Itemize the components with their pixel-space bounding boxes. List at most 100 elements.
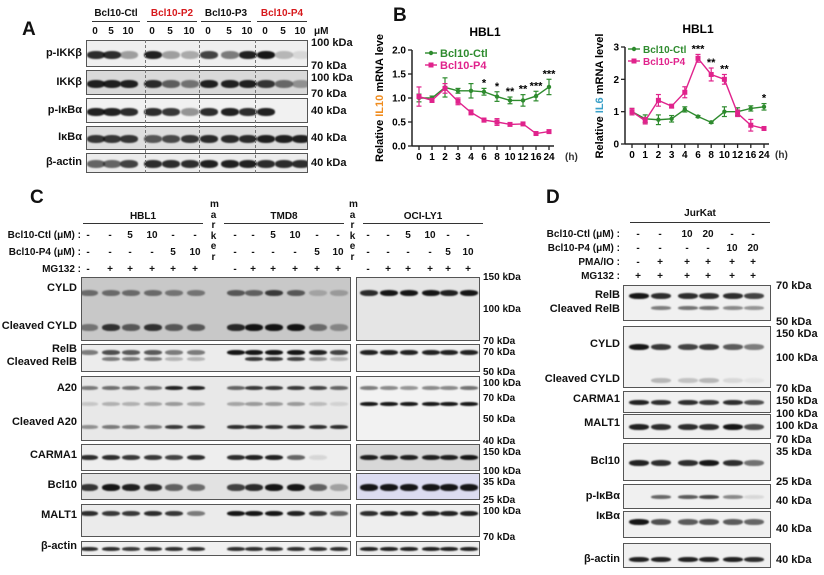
protein-band	[460, 511, 478, 516]
protein-band	[460, 484, 478, 491]
protein-band	[744, 344, 764, 350]
treatment-value: +	[705, 257, 711, 268]
x-tick-label: 1	[642, 150, 648, 161]
protein-band	[122, 350, 140, 355]
protein-band	[102, 511, 120, 516]
treatment-label: PMA/IO :	[578, 257, 620, 268]
y-tick-label: 1	[613, 107, 619, 118]
protein-band	[287, 455, 305, 460]
protein-band	[257, 107, 275, 116]
protein-band	[678, 424, 698, 430]
protein-band	[330, 290, 348, 296]
x-tick-label: 10	[719, 150, 731, 161]
data-point	[682, 107, 687, 112]
kda-marker: 70 kDa	[776, 434, 812, 446]
data-point	[695, 55, 701, 61]
data-point	[722, 109, 727, 114]
kda-marker: 70 kDa	[483, 336, 516, 347]
protein-band	[245, 425, 263, 429]
treatment-value: -	[336, 230, 340, 241]
treatment-value: -	[86, 247, 90, 258]
x-tick-label: 3	[669, 150, 675, 161]
protein-band	[678, 344, 698, 350]
kda-marker: 40 kDa	[776, 553, 812, 566]
blot-membrane	[356, 376, 480, 441]
panel-label-a: A	[22, 19, 36, 40]
x-tick-label: 12	[732, 150, 744, 161]
protein-band	[309, 402, 327, 406]
protein-band	[187, 484, 205, 491]
protein-band	[102, 425, 120, 429]
protein-band	[678, 306, 698, 310]
panel-label-b: B	[393, 5, 407, 26]
legend-label: Bcl10-Ctl	[440, 48, 488, 60]
protein-band	[227, 386, 245, 390]
protein-band	[744, 519, 764, 525]
row-label: β-actin	[583, 553, 620, 565]
treatment-value: +	[445, 264, 451, 275]
protein-band	[309, 350, 327, 355]
kda-marker: 100 kDa	[776, 420, 818, 432]
protein-band	[678, 400, 698, 405]
row-label: Cleaved A20	[11, 416, 77, 428]
blot-membrane	[623, 414, 771, 439]
protein-band	[744, 460, 764, 466]
y-tick-label: 3	[613, 43, 619, 54]
kda-marker: 70 kDa	[483, 392, 516, 404]
protein-band	[723, 495, 743, 499]
protein-band	[287, 511, 305, 516]
treatment-value: -	[86, 230, 90, 241]
protein-band	[330, 547, 348, 551]
blot-membrane	[623, 511, 771, 538]
data-point	[520, 121, 526, 127]
protein-band	[187, 386, 205, 390]
protein-band	[275, 135, 293, 143]
treatment-value: 10	[462, 247, 474, 258]
protein-band	[82, 402, 98, 406]
treatment-value: +	[684, 271, 690, 282]
treatment-value: +	[149, 264, 155, 275]
protein-band	[227, 511, 245, 516]
kda-marker: 150 kDa	[776, 395, 818, 407]
treatment-value: +	[292, 264, 298, 275]
protein-band	[245, 547, 263, 551]
protein-band	[287, 290, 305, 296]
blot-membrane	[623, 285, 771, 321]
group-header: Bcl10-P4	[260, 8, 304, 19]
protein-band	[245, 386, 263, 390]
x-tick-label: 8	[494, 152, 500, 163]
significance-marker: *	[495, 81, 500, 93]
protein-band	[699, 344, 719, 350]
y-tick-label: 0.5	[392, 118, 406, 129]
protein-band	[629, 344, 649, 350]
cell-line-header: OCI-LY1	[403, 211, 443, 222]
protein-band	[227, 425, 245, 429]
protein-band	[440, 484, 458, 491]
kda-marker: 40 kDa	[311, 132, 347, 144]
treatment-value: 10	[726, 243, 738, 254]
protein-band	[87, 107, 105, 116]
group-header: Bcl10-P3	[204, 8, 248, 19]
protein-band	[723, 460, 743, 466]
protein-band	[221, 50, 239, 59]
data-point	[721, 76, 727, 82]
protein-band	[400, 402, 418, 406]
protein-band	[120, 79, 138, 88]
kda-marker: 70 kDa	[483, 532, 516, 543]
blot-membrane	[81, 376, 351, 441]
treatment-value: -	[636, 257, 640, 268]
kda-marker: 40 kDa	[311, 157, 347, 169]
y-tick-label: 2.0	[392, 46, 406, 57]
kda-marker: 35 kDa	[483, 477, 516, 488]
protein-band	[723, 424, 743, 430]
legend-marker	[428, 62, 434, 68]
protein-band	[265, 402, 283, 406]
protein-band	[678, 495, 698, 499]
protein-band	[380, 350, 398, 355]
treatment-value: -	[466, 230, 470, 241]
protein-band	[265, 455, 283, 460]
treatment-value: 20	[702, 229, 714, 240]
y-axis-label: Relative IL10 mRNA leve	[374, 34, 386, 162]
data-point	[494, 119, 500, 125]
significance-marker: ***	[692, 43, 706, 55]
